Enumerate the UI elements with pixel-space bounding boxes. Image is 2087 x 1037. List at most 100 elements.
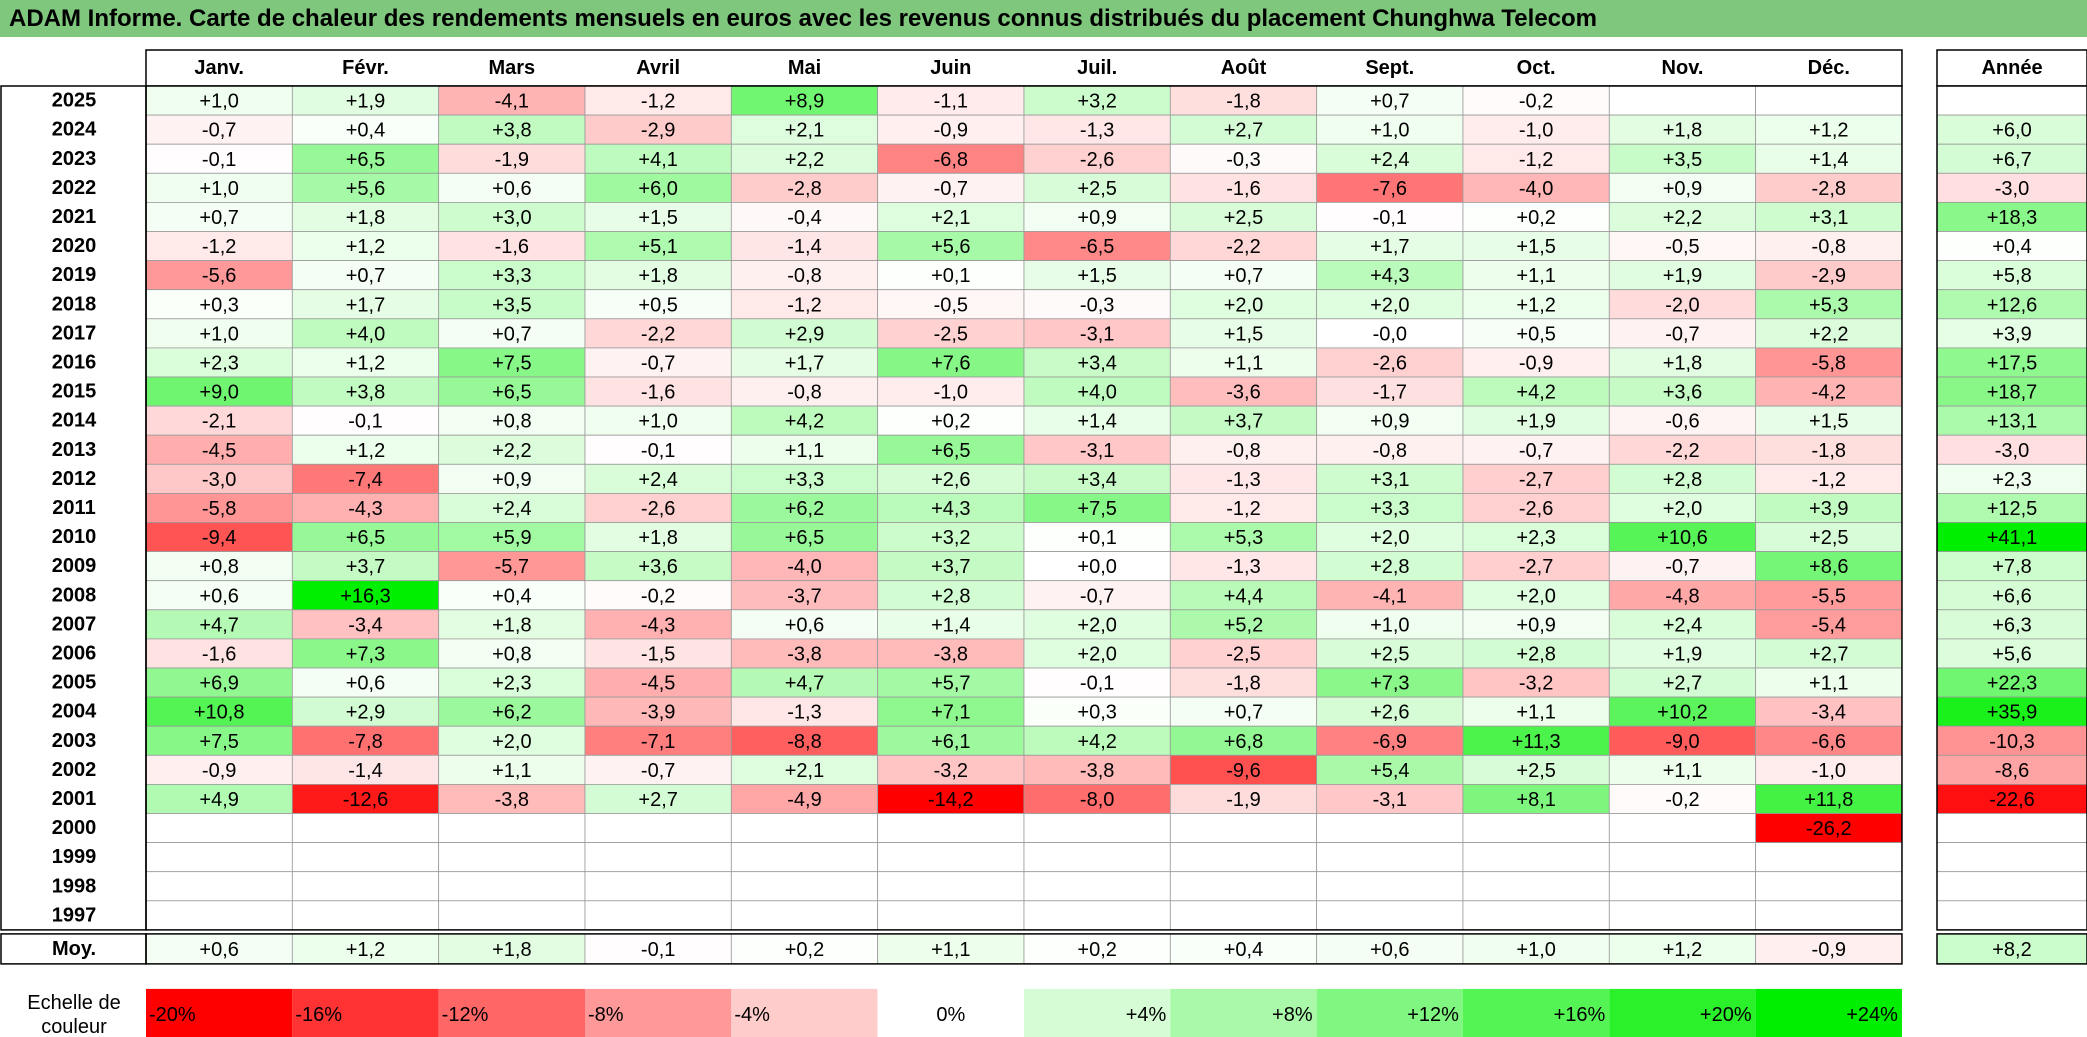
cell-value: +0,6 (492, 178, 531, 200)
column-header: Mars (488, 57, 535, 79)
cell-value: -26,2 (1806, 818, 1852, 840)
heatmap-cell (1169, 201, 1318, 232)
cell-value: -1,0 (1812, 760, 1846, 782)
cell-value: -2,7 (1519, 556, 1553, 578)
average-cell (1169, 933, 1318, 965)
cell-value: +2,4 (638, 469, 677, 491)
cell-value: +1,9 (1663, 265, 1702, 287)
cell-value: +1,5 (1077, 265, 1116, 287)
heatmap-cell (1755, 172, 1903, 203)
cell-value: +10,6 (1657, 527, 1708, 549)
cell-value: +1,0 (199, 323, 238, 345)
cell-value: +1,4 (931, 614, 970, 636)
average-value: +1,0 (1516, 939, 1555, 961)
annual-cell (1936, 813, 2087, 844)
annual-cell (1936, 231, 2087, 262)
heatmap-cell (1169, 754, 1318, 785)
cell-value: -14,2 (928, 789, 974, 811)
heatmap-cell (438, 114, 586, 145)
heatmap-cell (291, 551, 440, 582)
heatmap-cell (1023, 813, 1171, 844)
heatmap-cell (1608, 842, 1757, 873)
cell-value: +2,0 (1663, 498, 1702, 520)
legend-swatch (438, 988, 585, 1037)
cell-value: -1,3 (787, 702, 821, 724)
cell-value: -5,8 (1812, 352, 1846, 374)
average-cell (1316, 933, 1464, 965)
year-label: 2002 (52, 759, 97, 781)
heatmap-cell (1316, 725, 1464, 756)
year-label: 2015 (52, 381, 97, 403)
heatmap-cell (1755, 522, 1903, 553)
heatmap-cell (877, 172, 1025, 203)
cell-value: -0,1 (1080, 673, 1114, 695)
cell-value: -3,0 (202, 469, 236, 491)
cell-value: -0,7 (641, 760, 675, 782)
heatmap-cell (1755, 463, 1903, 494)
cell-value: +1,8 (492, 614, 531, 636)
cell-value: +2,1 (785, 120, 824, 142)
heatmap-cell (1462, 551, 1610, 582)
cell-value: -2,6 (1080, 149, 1114, 171)
heatmap-cell (438, 813, 586, 844)
cell-value: +4,9 (199, 789, 238, 811)
cell-value: +9,0 (199, 382, 238, 404)
heatmap-cell (1462, 289, 1610, 320)
cell-value: +2,4 (1370, 149, 1409, 171)
legend-swatch (1462, 988, 1610, 1037)
cell-value: +3,1 (1809, 207, 1848, 229)
annual-value: +6,7 (1992, 149, 2031, 171)
cell-value: -7,4 (348, 469, 382, 491)
year-label: 2012 (52, 468, 97, 490)
heatmap-cell (291, 85, 440, 116)
cell-value: +0,8 (199, 556, 238, 578)
heatmap-cell (1023, 376, 1171, 407)
heatmap-cell (145, 842, 293, 873)
heatmap-cell (584, 638, 732, 669)
cell-value: -0,9 (934, 120, 968, 142)
cell-value: -1,2 (1519, 149, 1553, 171)
legend-swatch (1170, 988, 1317, 1037)
cell-value: +2,8 (931, 585, 970, 607)
cell-value: -0,5 (1665, 236, 1699, 258)
cell-value: +3,6 (1663, 382, 1702, 404)
legend-label: 0% (936, 1004, 965, 1026)
heatmap-cell (1755, 231, 1903, 262)
heatmap-cell (291, 492, 440, 523)
cell-value: -0,8 (1812, 236, 1846, 258)
cell-value: +1,1 (1809, 673, 1848, 695)
heatmap-cell (1755, 580, 1903, 611)
heatmap-cell (291, 172, 440, 203)
heatmap-cell (1755, 201, 1903, 232)
cell-value: -2,5 (934, 323, 968, 345)
heatmap-cell (291, 522, 440, 553)
year-label: 2018 (52, 293, 97, 315)
cell-value: +6,5 (931, 440, 970, 462)
heatmap-cell (584, 609, 732, 640)
annual-value: +7,8 (1992, 556, 2031, 578)
heatmap-cell (1023, 318, 1171, 349)
heatmap-cell (438, 434, 586, 465)
cell-value: +2,8 (1516, 643, 1555, 665)
heatmap-cell (1755, 376, 1903, 407)
cell-value: +6,1 (931, 731, 970, 753)
heatmap-cell (1608, 405, 1757, 436)
heatmap-cell (1608, 172, 1757, 203)
heatmap-cell (438, 871, 586, 902)
legend-label: +20% (1700, 1004, 1752, 1026)
heatmap-cell (730, 522, 879, 553)
cell-value: -0,9 (1519, 352, 1553, 374)
cell-value: -3,8 (787, 643, 821, 665)
year-label: 2017 (52, 322, 97, 344)
heatmap-cell (1316, 318, 1464, 349)
annual-value: +13,1 (1987, 411, 2038, 433)
heatmap-cell (1316, 405, 1464, 436)
heatmap-cell (1023, 85, 1171, 116)
heatmap-cell (1023, 405, 1171, 436)
heatmap-cell (1755, 842, 1903, 873)
heatmap-cell (1608, 871, 1757, 902)
cell-value: +6,5 (492, 382, 531, 404)
cell-value: -1,8 (1812, 440, 1846, 462)
heatmap-cell (1169, 260, 1318, 291)
cell-value: +1,9 (1663, 643, 1702, 665)
